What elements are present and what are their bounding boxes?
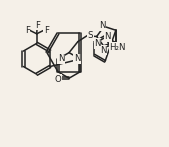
Text: H₂N: H₂N (110, 42, 126, 51)
Text: H: H (99, 20, 104, 26)
Text: F: F (25, 26, 30, 35)
Text: N: N (100, 46, 106, 55)
Text: F: F (35, 21, 40, 30)
Text: N: N (94, 39, 101, 48)
Text: F: F (44, 26, 49, 35)
Text: N: N (99, 21, 105, 30)
Text: N: N (58, 54, 64, 63)
Text: N: N (104, 32, 111, 41)
Text: O: O (54, 75, 61, 84)
Text: N: N (74, 54, 80, 63)
Text: S: S (88, 31, 93, 40)
